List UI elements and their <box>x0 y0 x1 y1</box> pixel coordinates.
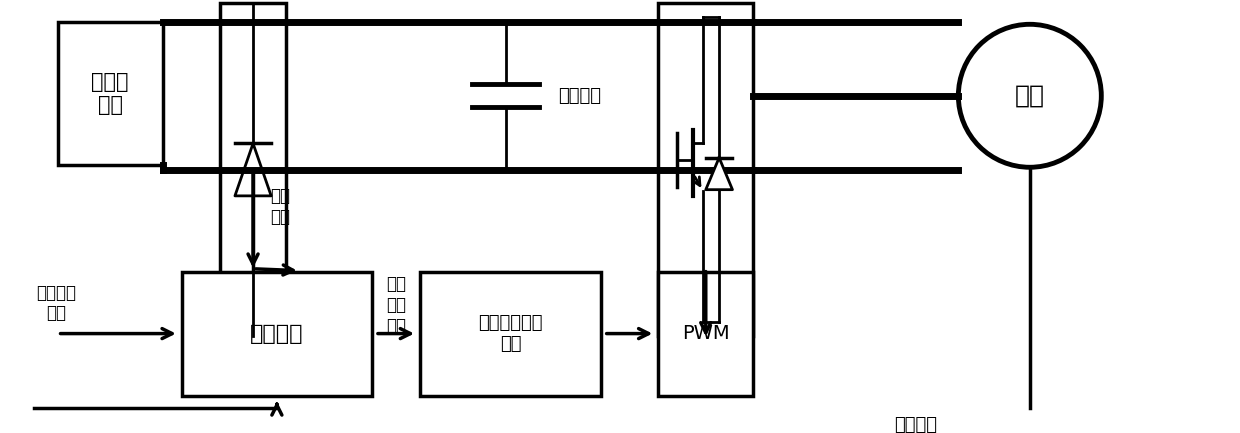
Circle shape <box>959 24 1101 167</box>
Text: 神经网络: 神经网络 <box>250 323 304 343</box>
Text: 实际转速: 实际转速 <box>894 416 937 433</box>
Polygon shape <box>706 158 733 190</box>
Text: 瞬时功率平衡
控制: 瞬时功率平衡 控制 <box>479 314 543 353</box>
Text: 实际参考
转速: 实际参考 转速 <box>36 284 76 323</box>
Text: 动态
参考
转速: 动态 参考 转速 <box>386 275 405 335</box>
Text: 单相电
压源: 单相电 压源 <box>92 72 129 115</box>
Bar <box>420 271 601 395</box>
Bar <box>658 3 754 336</box>
Text: 电压
裕量: 电压 裕量 <box>270 187 290 226</box>
Bar <box>181 271 372 395</box>
Bar <box>58 22 162 165</box>
Text: 电机: 电机 <box>1014 84 1045 108</box>
Bar <box>219 3 286 336</box>
Text: PWM: PWM <box>682 324 729 343</box>
Polygon shape <box>234 143 272 196</box>
Text: 薄膜电容: 薄膜电容 <box>558 87 601 105</box>
Bar <box>658 271 754 395</box>
